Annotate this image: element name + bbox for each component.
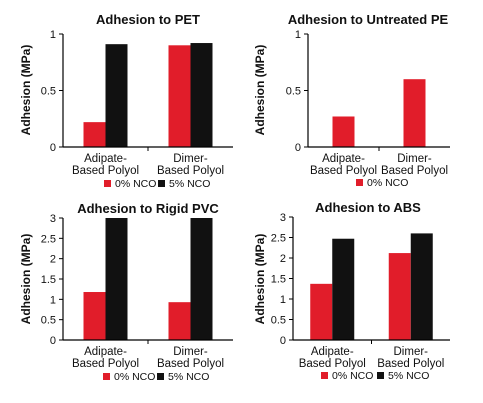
x-tick-label: Adipate- bbox=[84, 346, 127, 358]
y-axis-label: Adhesion (MPa) bbox=[19, 234, 33, 325]
y-tick-label: 1 bbox=[50, 29, 56, 41]
y-tick-label: 1 bbox=[50, 294, 56, 306]
x-tick-label: Adipate- bbox=[84, 153, 127, 165]
legend-swatch bbox=[104, 180, 111, 187]
y-tick-label: 0.5 bbox=[271, 315, 286, 327]
bar-0-nco-0 bbox=[83, 122, 106, 147]
y-tick-label: 0.5 bbox=[41, 86, 56, 98]
bar-0-nco-0 bbox=[83, 292, 106, 340]
bar-0-nco-0 bbox=[332, 116, 355, 147]
legend-swatch bbox=[321, 372, 328, 379]
bar-0-nco-1 bbox=[168, 45, 191, 147]
bar-0-nco-1 bbox=[168, 302, 191, 340]
x-tick-label: Adipate- bbox=[311, 346, 354, 358]
x-tick-label: Based Polyol bbox=[310, 165, 377, 177]
bar-5-nco-0 bbox=[105, 44, 128, 147]
x-tick-label: Based Polyol bbox=[157, 358, 224, 370]
bar-5-nco-0 bbox=[105, 218, 128, 340]
y-tick-label: 2.5 bbox=[271, 233, 286, 245]
legend-label: 0% NCO bbox=[332, 370, 373, 382]
bar-5-nco-1 bbox=[190, 218, 213, 340]
y-tick-label: 2 bbox=[50, 254, 56, 266]
x-tick-label: Based Polyol bbox=[72, 358, 139, 370]
y-axis-label: Adhesion (MPa) bbox=[253, 45, 267, 136]
y-tick-label: 3 bbox=[280, 212, 286, 224]
chart-title: Adhesion to Rigid PVC bbox=[77, 201, 219, 216]
legend-swatch bbox=[356, 179, 363, 186]
legend-label: 5% NCO bbox=[168, 371, 209, 383]
chart-panel-0: Adhesion to PET Adhesion (MPa) 0 0.5 1 Adipat… bbox=[19, 12, 233, 190]
y-axis-label: Adhesion (MPa) bbox=[19, 45, 33, 136]
bar-5-nco-1 bbox=[190, 43, 213, 147]
y-tick-label: 0 bbox=[280, 335, 286, 347]
legend-label: 0% NCO bbox=[114, 371, 155, 383]
x-tick-label: Based Polyol bbox=[157, 165, 224, 177]
chart-title: Adhesion to Untreated PE bbox=[288, 12, 449, 27]
legend-swatch bbox=[157, 373, 164, 380]
x-tick-label: Based Polyol bbox=[381, 165, 448, 177]
x-tick-label: Adipate- bbox=[322, 153, 365, 165]
y-tick-label: 0.5 bbox=[41, 315, 56, 327]
x-tick-label: Dimer- bbox=[394, 346, 429, 358]
y-tick-label: 1 bbox=[295, 29, 301, 41]
y-tick-label: 0.5 bbox=[286, 86, 301, 98]
chart-title: Adhesion to PET bbox=[96, 12, 200, 27]
chart-panel-1: Adhesion to Untreated PE Adhesion (MPa) 0 0… bbox=[253, 12, 450, 189]
y-tick-label: 3 bbox=[50, 213, 56, 225]
bar-5-nco-0 bbox=[332, 238, 355, 340]
y-tick-label: 1 bbox=[280, 294, 286, 306]
bar-0-nco-1 bbox=[403, 79, 426, 147]
chart-panel-3: Adhesion to ABS Adhesion (MPa) 0 0.5 1 1.5 2 2.… bbox=[253, 200, 450, 382]
legend-swatch bbox=[377, 372, 384, 379]
x-tick-label: Dimer- bbox=[173, 153, 208, 165]
y-tick-label: 0 bbox=[295, 142, 301, 154]
bar-0-nco-0 bbox=[310, 283, 333, 340]
y-tick-label: 0 bbox=[50, 335, 56, 347]
x-tick-label: Based Polyol bbox=[299, 358, 366, 370]
chart-title: Adhesion to ABS bbox=[315, 200, 421, 215]
x-tick-label: Dimer- bbox=[173, 346, 208, 358]
legend-label: 0% NCO bbox=[367, 177, 408, 189]
legend-swatch bbox=[158, 180, 165, 187]
bar-0-nco-1 bbox=[388, 253, 411, 340]
legend-label: 0% NCO bbox=[115, 178, 156, 190]
chart-panel-2: Adhesion to Rigid PVC Adhesion (MPa) 0 0.5 1… bbox=[19, 201, 233, 383]
legend-label: 5% NCO bbox=[169, 178, 210, 190]
y-tick-label: 2 bbox=[280, 253, 286, 265]
y-axis-label: Adhesion (MPa) bbox=[253, 234, 267, 325]
x-tick-label: Based Polyol bbox=[72, 165, 139, 177]
legend-label: 5% NCO bbox=[388, 370, 429, 382]
x-tick-label: Based Polyol bbox=[377, 358, 444, 370]
legend-swatch bbox=[103, 373, 110, 380]
x-tick-label: Dimer- bbox=[397, 153, 432, 165]
y-tick-label: 1.5 bbox=[41, 274, 56, 286]
bar-5-nco-1 bbox=[410, 233, 433, 340]
y-tick-label: 1.5 bbox=[271, 274, 286, 286]
y-tick-label: 0 bbox=[50, 142, 56, 154]
y-tick-label: 2.5 bbox=[41, 233, 56, 245]
